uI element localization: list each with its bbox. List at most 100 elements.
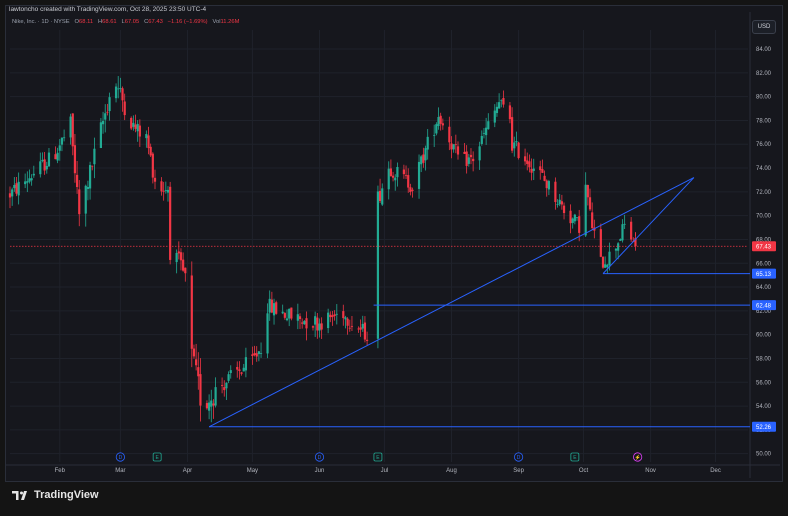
candle-body bbox=[91, 165, 94, 167]
candle-body bbox=[136, 123, 139, 132]
candle-body bbox=[242, 367, 245, 372]
candle-body bbox=[517, 142, 520, 159]
candle-body bbox=[164, 190, 167, 192]
candle-body bbox=[147, 135, 150, 149]
dividend-event-marker bbox=[314, 452, 325, 462]
candle-body bbox=[433, 135, 436, 136]
candle-body bbox=[469, 154, 473, 158]
candle-body bbox=[184, 267, 187, 274]
candle-body bbox=[478, 146, 481, 161]
price-tick-label: 68.00 bbox=[756, 237, 772, 243]
price-tick-label: 58.00 bbox=[756, 356, 772, 362]
candle-body bbox=[422, 154, 425, 163]
candle-body bbox=[435, 124, 438, 134]
trendline bbox=[602, 177, 695, 274]
brand-name: TradingView bbox=[34, 489, 99, 501]
candle-body bbox=[190, 275, 193, 349]
candle-body bbox=[151, 153, 154, 178]
candle-body bbox=[296, 314, 299, 321]
candle-body bbox=[420, 156, 423, 165]
price-tick-label: 76.00 bbox=[756, 142, 772, 148]
time-tick-label: Jun bbox=[315, 468, 325, 474]
split-event-marker bbox=[633, 452, 643, 462]
candle-body bbox=[396, 166, 399, 178]
candle-body bbox=[394, 177, 397, 181]
price-tick-label: 60.00 bbox=[756, 333, 772, 339]
grid-lines bbox=[6, 12, 780, 478]
candle-body bbox=[88, 165, 92, 189]
candle-body bbox=[75, 174, 79, 187]
candle-body bbox=[424, 148, 427, 161]
candle-body bbox=[43, 159, 46, 171]
candle-body bbox=[342, 311, 345, 319]
candle-body bbox=[465, 151, 468, 166]
candle-body bbox=[331, 315, 334, 318]
event-markers[interactable]: D E D E D E ⚡ bbox=[115, 452, 643, 462]
candle-body bbox=[47, 152, 51, 167]
time-tick-label: Jul bbox=[381, 468, 389, 474]
candle-body bbox=[541, 169, 544, 173]
candle-body bbox=[311, 326, 315, 328]
candle-body bbox=[32, 173, 35, 176]
trendline bbox=[208, 177, 695, 428]
candle-body bbox=[63, 137, 66, 139]
candle-body bbox=[108, 97, 111, 112]
candle-body bbox=[73, 145, 77, 174]
candle-body bbox=[485, 127, 488, 136]
candle-body bbox=[24, 181, 27, 185]
candle-body bbox=[301, 322, 304, 324]
candle-body bbox=[134, 124, 137, 129]
candle-body bbox=[502, 98, 505, 105]
current-price-label: 67.43 bbox=[756, 245, 772, 251]
candle-body bbox=[621, 224, 624, 241]
drawings[interactable] bbox=[10, 177, 750, 428]
candle-body bbox=[599, 229, 602, 257]
candle-body bbox=[562, 205, 566, 214]
candle-body bbox=[223, 387, 226, 391]
price-tick-label: 54.00 bbox=[756, 404, 772, 410]
time-axis[interactable]: Feb Mar Apr May Jun Jul Aug Sep Oct Nov Dec bbox=[55, 468, 721, 474]
time-tick-label: Dec bbox=[710, 468, 721, 474]
candle-body bbox=[630, 221, 633, 240]
candle-body bbox=[212, 403, 215, 406]
candle-body bbox=[114, 86, 118, 99]
candle-body bbox=[288, 308, 291, 319]
event-marker-letter: ⚡ bbox=[635, 454, 641, 461]
candle-body bbox=[45, 165, 48, 170]
candle-body bbox=[463, 151, 466, 154]
symbol-name[interactable]: Nike, Inc. · 1D · NYSE bbox=[12, 19, 70, 25]
time-tick-label: Aug bbox=[446, 468, 457, 474]
candle-body bbox=[123, 101, 126, 116]
tradingview-brand[interactable]: TradingView bbox=[12, 489, 99, 501]
ohlc-close-label: C bbox=[144, 19, 149, 25]
candle-body bbox=[391, 175, 395, 178]
candle-body bbox=[357, 328, 360, 330]
candle-body bbox=[71, 113, 74, 147]
candle-body bbox=[344, 317, 347, 320]
candle-body bbox=[160, 181, 163, 192]
price-axis[interactable]: 50.0052.0054.0056.0058.0060.0062.0064.00… bbox=[752, 47, 776, 458]
currency-button[interactable]: USD bbox=[752, 20, 776, 34]
candle-body bbox=[179, 252, 183, 261]
ohlc-change: −1.16 (−1.69%) bbox=[167, 19, 208, 25]
time-tick-label: May bbox=[247, 468, 258, 474]
earnings-event-marker bbox=[373, 452, 383, 462]
candle-body bbox=[8, 193, 12, 198]
volume-value: 11.26M bbox=[220, 19, 240, 25]
price-tick-label: 56.00 bbox=[756, 380, 772, 386]
candle-body bbox=[104, 113, 107, 120]
candle-body bbox=[513, 142, 516, 149]
ohlc-high-label: H bbox=[97, 19, 103, 25]
time-tick-label: Apr bbox=[183, 468, 192, 474]
candle-body bbox=[268, 298, 271, 313]
candle-body bbox=[121, 88, 124, 101]
candle-body bbox=[192, 348, 196, 357]
candle-body bbox=[99, 122, 102, 149]
time-tick-label: Feb bbox=[55, 468, 66, 474]
candle-body bbox=[350, 326, 354, 328]
candle-body bbox=[132, 122, 135, 127]
candle-body bbox=[441, 123, 444, 126]
candle-body bbox=[316, 317, 319, 331]
candle-body bbox=[558, 199, 561, 205]
